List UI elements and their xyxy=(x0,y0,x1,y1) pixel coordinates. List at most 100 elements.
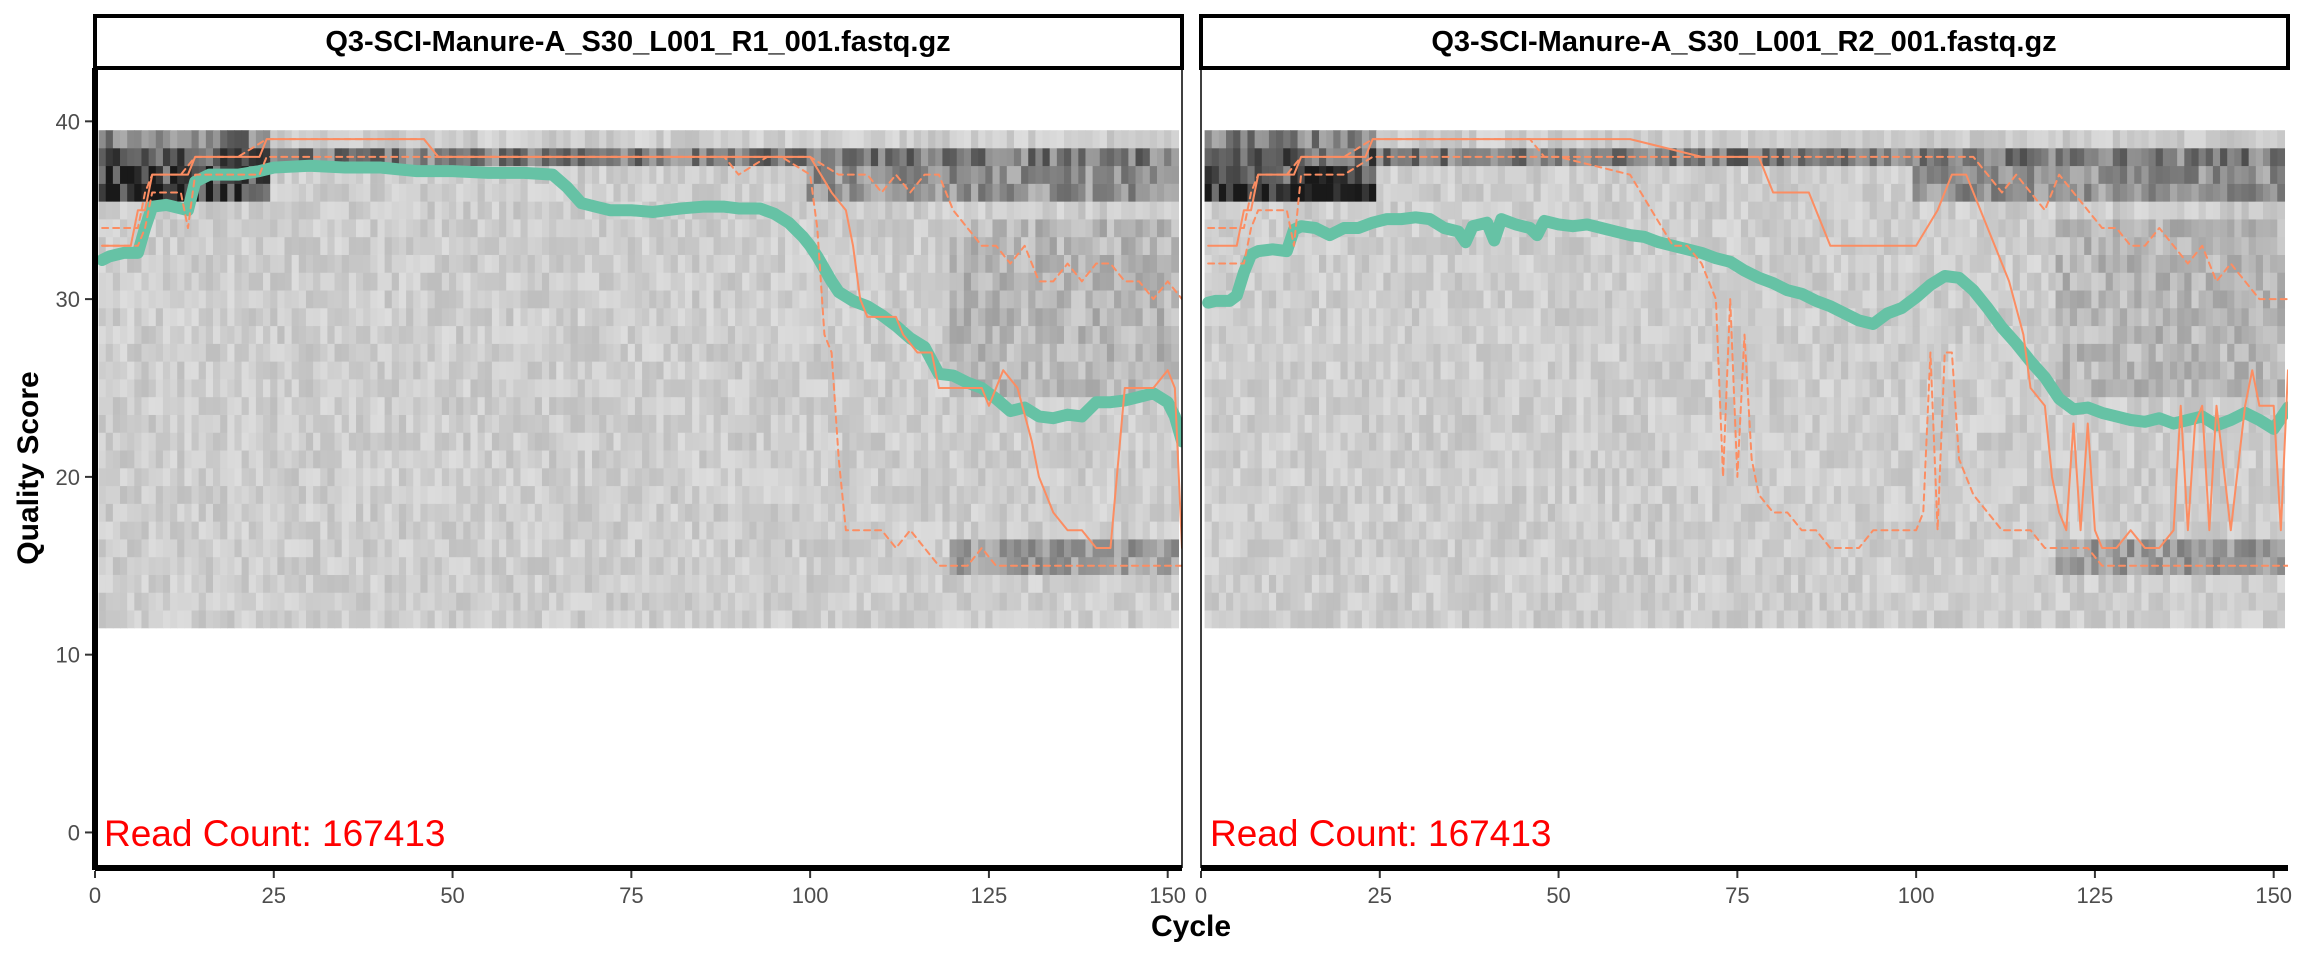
heatmap-cell xyxy=(1254,361,1263,380)
heatmap-cell xyxy=(820,130,829,149)
heatmap-cell xyxy=(141,539,150,558)
heatmap-cell xyxy=(920,290,929,309)
heatmap-cell xyxy=(1211,165,1220,184)
heatmap-cell xyxy=(613,450,622,469)
heatmap-cell xyxy=(577,574,586,593)
heatmap-cell xyxy=(1361,396,1370,415)
heatmap-cell xyxy=(606,219,615,238)
heatmap-cell xyxy=(649,343,657,362)
heatmap-cell xyxy=(620,556,629,575)
heatmap-cell xyxy=(949,450,958,469)
heatmap-cell xyxy=(541,414,550,433)
heatmap-cell xyxy=(913,592,922,611)
heatmap-cell xyxy=(120,325,128,344)
heatmap-cell xyxy=(656,414,665,433)
heatmap-cell xyxy=(377,592,386,611)
heatmap-cell xyxy=(1304,592,1313,611)
heatmap-cell xyxy=(1049,361,1058,380)
heatmap-cell xyxy=(1049,468,1058,487)
heatmap-cell xyxy=(1304,379,1313,398)
heatmap-cell xyxy=(234,183,243,202)
heatmap-cell xyxy=(506,539,514,558)
heatmap-cell xyxy=(1283,539,1291,558)
heatmap-cell xyxy=(541,556,550,575)
heatmap-cell xyxy=(384,610,393,629)
heatmap-cell xyxy=(1204,556,1213,575)
heatmap-cell xyxy=(1164,574,1172,593)
heatmap-cell xyxy=(613,165,622,184)
heatmap-cell xyxy=(1171,148,1180,167)
heatmap-cell xyxy=(670,468,679,487)
heatmap-cell xyxy=(799,219,808,238)
heatmap-cell xyxy=(649,432,657,451)
heatmap-cell xyxy=(1078,396,1087,415)
heatmap-cell xyxy=(963,343,972,362)
heatmap-cell xyxy=(684,219,693,238)
heatmap-cell xyxy=(570,343,579,362)
heatmap-cell xyxy=(463,325,472,344)
heatmap-cell xyxy=(928,165,936,184)
heatmap-cell xyxy=(735,574,743,593)
heatmap-cell xyxy=(198,485,207,504)
heatmap-cell xyxy=(348,539,357,558)
heatmap-cell xyxy=(1013,414,1022,433)
heatmap-cell xyxy=(684,165,693,184)
heatmap-cell xyxy=(763,130,772,149)
heatmap-cell xyxy=(1013,148,1022,167)
heatmap-cell xyxy=(470,556,479,575)
heatmap-cell xyxy=(1099,183,1108,202)
heatmap-cell xyxy=(849,432,858,451)
heatmap-cell xyxy=(749,236,758,255)
heatmap-cell xyxy=(606,272,615,291)
heatmap-cell xyxy=(1326,539,1334,558)
heatmap-cell xyxy=(627,254,636,273)
heatmap-cell xyxy=(506,254,514,273)
heatmap-cell xyxy=(1085,183,1094,202)
heatmap-cell xyxy=(1226,592,1234,611)
heatmap-cell xyxy=(513,485,522,504)
heatmap-cell xyxy=(942,236,951,255)
heatmap-cell xyxy=(913,485,922,504)
heatmap-cell xyxy=(127,503,135,522)
heatmap-cell xyxy=(155,592,164,611)
heatmap-cell xyxy=(155,272,164,291)
heatmap-cell xyxy=(1226,183,1234,202)
heatmap-cell xyxy=(520,539,529,558)
heatmap-cell xyxy=(1261,183,1270,202)
heatmap-cell xyxy=(584,361,593,380)
heatmap-cell xyxy=(1261,343,1270,362)
heatmap-cell xyxy=(649,503,657,522)
heatmap-cell xyxy=(763,361,772,380)
heatmap-cell xyxy=(406,183,414,202)
heatmap-cell xyxy=(1369,325,1377,344)
heatmap-cell xyxy=(1211,503,1220,522)
heatmap-cell xyxy=(270,325,278,344)
heatmap-cell xyxy=(606,521,615,540)
heatmap-cell xyxy=(835,272,843,291)
heatmap-cell xyxy=(684,610,693,629)
heatmap-cell xyxy=(255,450,264,469)
heatmap-cell xyxy=(1092,574,1101,593)
heatmap-cell xyxy=(1028,503,1036,522)
heatmap-cell xyxy=(234,450,243,469)
heatmap-cell xyxy=(384,183,393,202)
heatmap-cell xyxy=(1028,485,1036,504)
heatmap-cell xyxy=(663,556,672,575)
heatmap-cell xyxy=(291,468,300,487)
heatmap-cell xyxy=(191,290,200,309)
heatmap-cell xyxy=(856,343,865,362)
heatmap-cell xyxy=(892,503,901,522)
heatmap-cell xyxy=(520,361,529,380)
heatmap-cell xyxy=(327,361,336,380)
heatmap-cell xyxy=(1035,290,1044,309)
heatmap-cell xyxy=(112,343,121,362)
heatmap-cell xyxy=(141,165,150,184)
heatmap-cell xyxy=(828,325,836,344)
heatmap-cell xyxy=(506,361,514,380)
heatmap-cell xyxy=(484,308,493,327)
heatmap-cell xyxy=(1233,379,1241,398)
heatmap-cell xyxy=(1226,396,1234,415)
heatmap-cell xyxy=(1340,254,1349,273)
heatmap-cell xyxy=(177,130,185,149)
heatmap-cell xyxy=(1156,592,1165,611)
